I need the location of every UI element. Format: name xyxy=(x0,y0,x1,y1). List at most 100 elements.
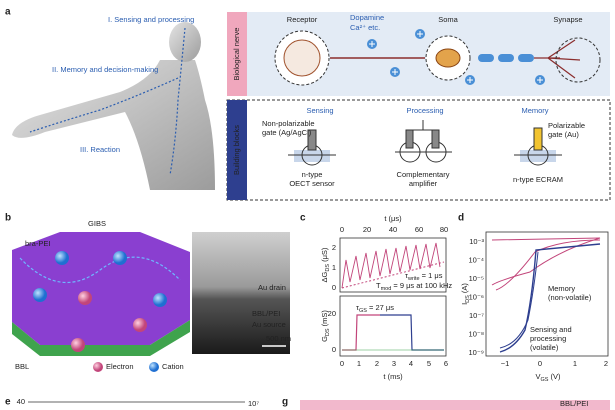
label: bra-PEI xyxy=(25,239,50,248)
sem-label: BBL/PEI xyxy=(252,309,280,318)
tick-label: 10⁻³ xyxy=(469,237,484,246)
label-main: t xyxy=(384,214,387,223)
label-main: G xyxy=(320,336,329,342)
panel-g-band xyxy=(300,400,610,410)
label-rest: (μs) xyxy=(386,214,402,223)
label: Sensing and xyxy=(530,325,572,334)
axis-label: GDS (mS) xyxy=(320,310,331,342)
tick-label: 60 xyxy=(415,225,423,234)
block-header: Memory xyxy=(521,106,548,115)
tick-label: 10⁻⁸ xyxy=(469,329,484,338)
label-main: I xyxy=(460,303,469,305)
label: amplifier xyxy=(409,179,438,188)
label: n-type xyxy=(302,170,323,179)
tick-label: 10⁻⁷ xyxy=(469,311,484,320)
label: Receptor xyxy=(287,15,318,24)
tick-label: 1 xyxy=(332,263,336,272)
label-rest: (A) xyxy=(460,283,469,296)
label-main: t xyxy=(383,372,386,381)
tick-label: 40 xyxy=(389,225,397,234)
label: OECT sensor xyxy=(289,179,335,188)
annotation: Tmod = 9 μs at 100 kHz xyxy=(376,281,452,292)
block-header: Processing xyxy=(406,106,443,115)
label-rest: (μS) xyxy=(320,247,329,264)
label-rest: = 27 μs xyxy=(367,303,394,312)
tick-label: 3 xyxy=(392,359,396,368)
tick-label: 1 xyxy=(573,359,577,368)
tick-label: 2 xyxy=(332,243,336,252)
human-figure xyxy=(12,22,215,190)
panel-label: a xyxy=(5,7,11,18)
label: Polarizable xyxy=(548,121,585,130)
label: Dopamine xyxy=(350,13,384,22)
tick-label: 1 xyxy=(357,359,361,368)
label-sub: DS xyxy=(325,264,331,272)
tick-label: 0 xyxy=(340,225,344,234)
tick-label: 6 xyxy=(444,359,448,368)
panel-label: d xyxy=(458,213,464,224)
label-main: τ xyxy=(356,303,359,312)
tick-label: 40 xyxy=(17,397,25,406)
sem-label: Au drain xyxy=(258,283,286,292)
tick-label: 0 xyxy=(340,359,344,368)
label: gate (Ag/AgCl) xyxy=(262,128,312,137)
label: GIBS xyxy=(88,219,106,228)
level-label: III. Reaction xyxy=(80,145,120,154)
block-drawings xyxy=(288,120,562,166)
label: BBL xyxy=(15,362,29,371)
label-main: ΔG xyxy=(320,271,329,282)
panel-label: c xyxy=(300,213,306,224)
panel-c-plots xyxy=(339,237,447,357)
tick-label: 20 xyxy=(363,225,371,234)
blocks-tab xyxy=(227,100,247,200)
label-main: τ xyxy=(405,271,408,280)
axis-label: IDS (A) xyxy=(460,283,471,305)
label: (volatile) xyxy=(530,343,559,352)
label-sub: GS xyxy=(359,308,367,314)
tick-label: 10⁻⁹ xyxy=(468,348,484,357)
nerve-tab xyxy=(227,12,247,96)
label: Soma xyxy=(438,15,458,24)
axis-label: VGS (V) xyxy=(535,372,561,383)
label: n-type ECRAM xyxy=(513,175,563,184)
axis-label: t (ms) xyxy=(383,372,403,381)
label-sub: DS xyxy=(325,328,331,336)
tick-label: 10⁷ xyxy=(248,399,259,408)
level-label: I. Sensing and processing xyxy=(108,15,194,24)
label: processing xyxy=(530,334,566,343)
label-main: V xyxy=(535,372,540,381)
level-label: II. Memory and decision-making xyxy=(52,65,158,74)
label-rest: (V) xyxy=(548,372,561,381)
sem-image xyxy=(192,232,290,354)
axis-label: t (μs) xyxy=(384,214,402,223)
label-sub: GS xyxy=(540,377,548,383)
panel-label: b xyxy=(5,213,11,224)
label: Cation xyxy=(162,362,184,371)
gibs-render xyxy=(12,232,190,372)
tick-label: 5 xyxy=(427,359,431,368)
tick-label: 80 xyxy=(440,225,448,234)
label: Memory xyxy=(548,284,575,293)
label: Complementary xyxy=(397,170,450,179)
label-sub: DS xyxy=(465,295,471,303)
panel-label: e xyxy=(5,397,11,408)
tick-label: 2 xyxy=(604,359,608,368)
tick-label: 0 xyxy=(332,283,336,292)
nerve-drawing xyxy=(274,29,601,86)
block-header: Sensing xyxy=(306,106,333,115)
tick-label: 10⁻⁶ xyxy=(469,292,484,301)
panel-d-plot xyxy=(485,231,609,357)
tick-label: 10⁻⁵ xyxy=(469,274,484,283)
label-sub: write xyxy=(407,276,420,282)
label-main: T xyxy=(376,281,381,290)
tick-label: 0 xyxy=(538,359,542,368)
tick-label: 20 xyxy=(328,309,336,318)
axis-label: ΔGDS (μS) xyxy=(320,247,331,282)
tick-label: 2 xyxy=(375,359,379,368)
tab-label: Biological nerve xyxy=(232,28,241,81)
label: Non-polarizable xyxy=(262,119,315,128)
tab-label: Building blocks xyxy=(232,125,241,175)
tick-label: 10⁻⁴ xyxy=(468,255,484,264)
tick-label: −1 xyxy=(501,359,510,368)
